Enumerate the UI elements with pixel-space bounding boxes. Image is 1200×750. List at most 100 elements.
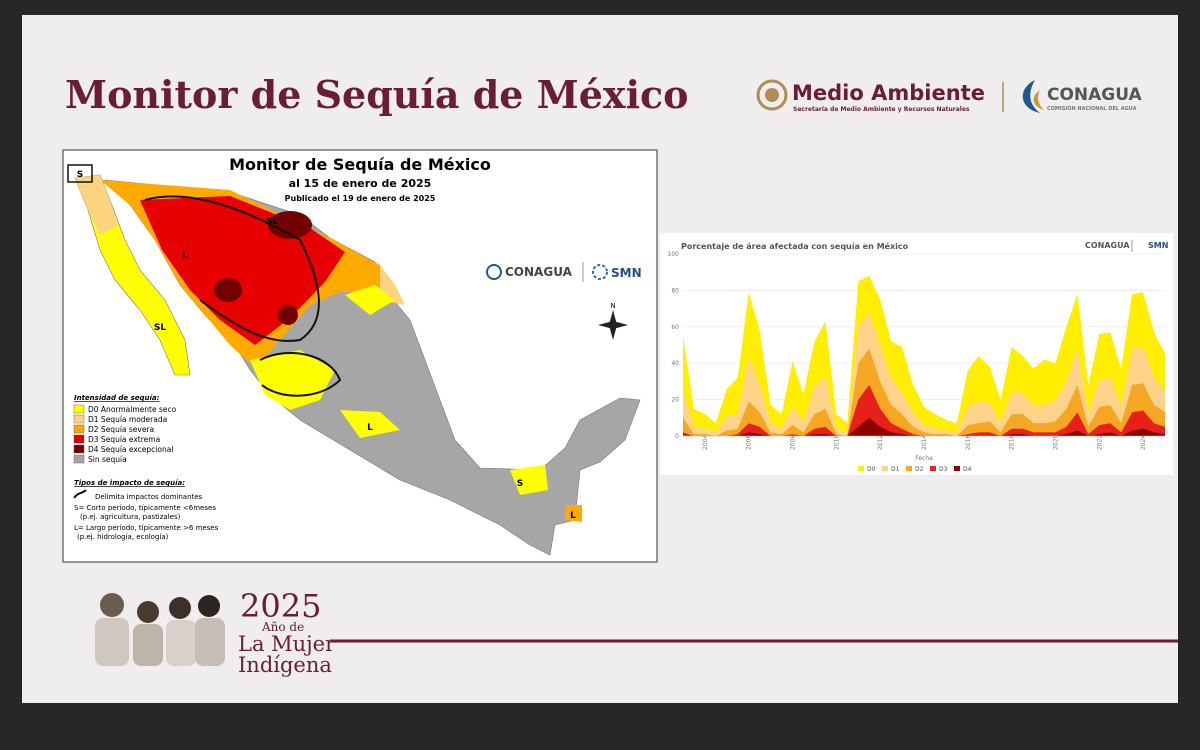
legend-swatch: [73, 454, 85, 464]
portrait: [133, 624, 163, 666]
y-tick-label: 100: [668, 251, 680, 258]
x-tick-label: 2022: [1096, 435, 1103, 450]
region-label: L: [367, 423, 373, 433]
impact-title: Tipos de impacto de sequía:: [74, 479, 185, 487]
map-logo: CONAGUA: [505, 265, 573, 279]
legend-label: D3 Sequía extrema: [88, 435, 160, 444]
compass: [598, 310, 628, 340]
portrait: [100, 593, 124, 617]
x-tick-label: 2006: [746, 435, 753, 450]
impact-boundary: [144, 195, 320, 342]
legend-swatch: [882, 466, 888, 471]
chart-logo: SMN: [1148, 241, 1168, 250]
legend-swatch: [930, 466, 936, 471]
y-tick-label: 20: [671, 397, 679, 404]
drought-map: S SL L SL L S L Monitor de Sequía de Méx…: [62, 149, 658, 563]
legend-swatch: [906, 466, 912, 471]
impact-text: L= Largo período, típicamente >6 meses: [74, 524, 219, 532]
area-d0: [683, 275, 1165, 436]
legend-label: D2 Sequía severa: [88, 425, 154, 434]
legend-swatch: [73, 444, 85, 454]
compass-north: N: [610, 302, 615, 310]
portrait: [95, 618, 129, 666]
smn-icon: [592, 264, 608, 280]
x-tick-label: 2024: [1140, 435, 1147, 450]
portrait: [137, 601, 159, 623]
footer-year: 2025: [240, 587, 321, 625]
zone-d4: [214, 278, 242, 302]
x-tick-label: 2010: [833, 435, 840, 450]
zone-d1: [75, 175, 118, 235]
impact-boundary: [67, 164, 93, 183]
conagua-swirl: [1022, 80, 1040, 113]
emblem-core: [765, 88, 779, 102]
x-tick-label: 2018: [1009, 435, 1016, 450]
legend-label: D4: [963, 466, 972, 473]
legend-swatch: [73, 414, 85, 424]
portrait: [198, 595, 220, 617]
map-logo: SMN: [611, 266, 642, 280]
portrait: [195, 618, 225, 666]
logo-subtitle: Secretaría de Medio Ambiente y Recursos …: [793, 106, 970, 113]
x-axis-label: Fecha: [915, 455, 933, 462]
footer: 2025 Año de La Mujer Indígena: [95, 587, 1178, 677]
chart-logo: CONAGUA: [1085, 241, 1130, 250]
footer-text: La Mujer: [238, 632, 336, 656]
drought-chart: Porcentaje de área afectada con sequía e…: [660, 233, 1173, 475]
map-title: Monitor de Sequía de México: [229, 155, 491, 174]
y-tick-label: 40: [671, 360, 679, 367]
legend-swatch: [73, 424, 85, 434]
x-tick-label: 2020: [1052, 435, 1059, 450]
map-published: Publicado el 19 de enero de 2025: [285, 194, 436, 203]
footer-text: Año de: [261, 620, 304, 634]
zone-d0: [345, 285, 395, 315]
x-tick-label: 2004: [702, 435, 709, 450]
region-label: S: [517, 479, 523, 489]
area-d2: [683, 348, 1165, 436]
legend-label: D1: [891, 466, 900, 473]
legend-label: D0 Anormalmente seco: [88, 405, 177, 414]
region-label: L: [570, 511, 576, 521]
legend-swatch: [73, 434, 85, 444]
impact-text: (p.ej. hidrología, ecología): [77, 533, 169, 541]
zone-d4: [268, 211, 312, 239]
map-date: al 15 de enero de 2025: [289, 177, 432, 190]
legend-label: D2: [915, 466, 924, 473]
footer-text: Indígena: [238, 653, 332, 677]
emblem: [756, 79, 788, 111]
logo2-subtitle: COMISIÓN NACIONAL DEL AGUA: [1047, 105, 1137, 112]
x-tick-label: 2008: [790, 435, 797, 450]
legend-swatch: [858, 466, 864, 471]
region-label: SL: [266, 217, 278, 227]
zone-d4: [278, 305, 298, 325]
legend-swatch: [954, 466, 960, 471]
y-tick-label: 80: [671, 287, 679, 294]
conagua-icon: [486, 264, 502, 280]
area-d3: [683, 385, 1165, 436]
x-tick-label: 2012: [877, 435, 884, 450]
zone-d2: [565, 505, 582, 522]
y-tick-label: 0: [675, 433, 679, 440]
zone-d0: [340, 410, 400, 438]
impact-text: Delimita impactos dominantes: [95, 493, 203, 501]
legend-label: D4 Sequía excepcional: [88, 445, 173, 454]
legend-label: D3: [939, 466, 948, 473]
legend-label: D0: [867, 466, 876, 473]
conagua-swirl-accent: [1033, 90, 1044, 110]
impact-boundary: [259, 352, 342, 397]
logo2-name: CONAGUA: [1047, 85, 1143, 105]
legend-label: Sin sequía: [88, 455, 127, 464]
slide-title: Monitor de Sequía de México: [65, 72, 689, 117]
legend-title: Intensidad de sequía:: [74, 394, 160, 402]
impact-text: (p.ej. agricultura, pastizales): [80, 513, 181, 521]
impact-line-icon: [73, 489, 87, 499]
legend-label: D1 Sequía moderada: [88, 415, 167, 424]
portrait: [169, 597, 191, 619]
portrait: [166, 620, 196, 666]
region-label: SL: [154, 323, 166, 333]
y-tick-label: 60: [671, 324, 679, 331]
